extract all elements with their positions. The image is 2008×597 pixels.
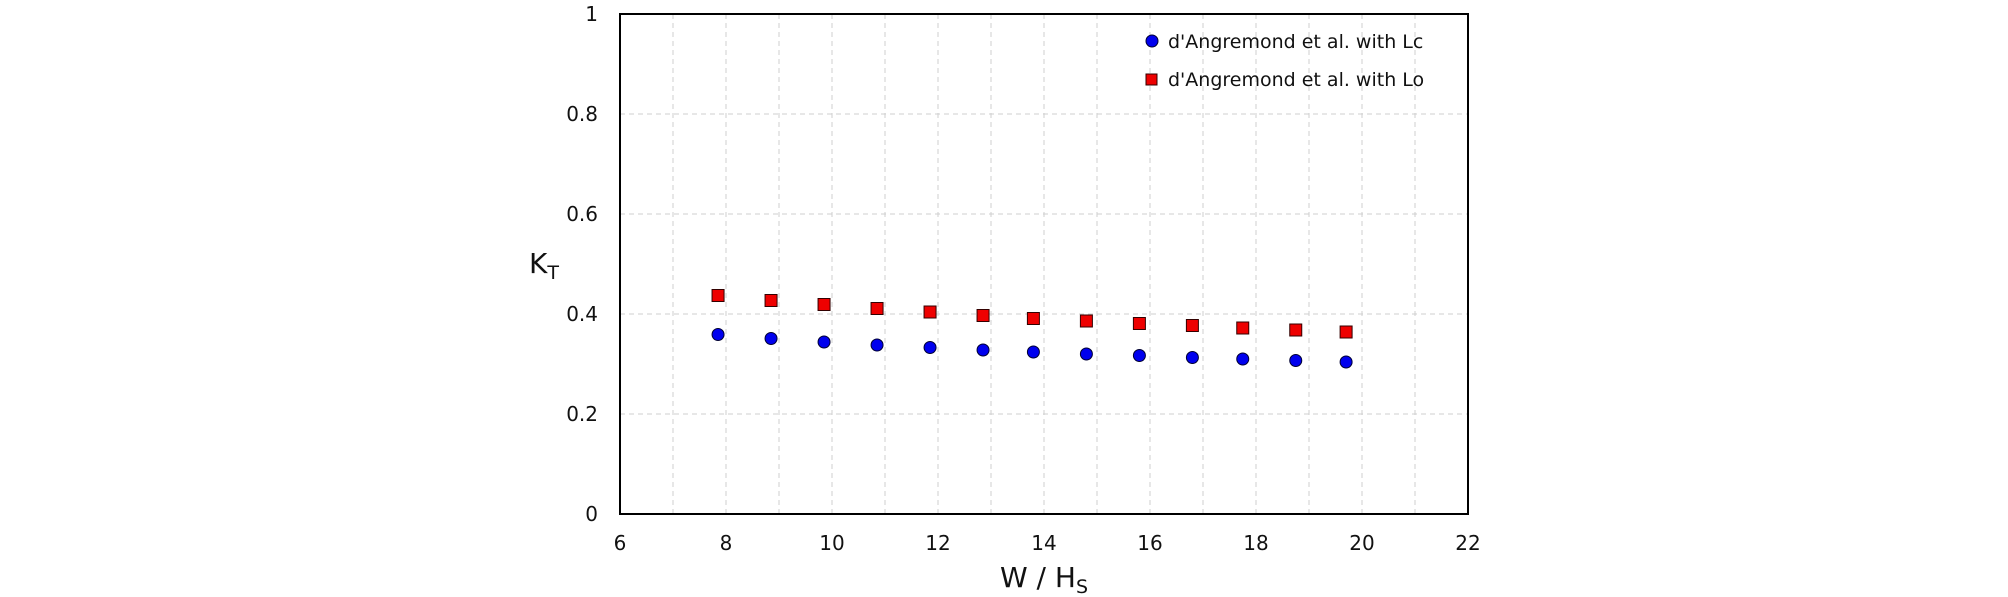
gridlines [620,14,1468,514]
x-tick-label: 8 [720,531,733,555]
data-series [711,289,1353,369]
y-tick-label: 0.4 [566,302,598,326]
x-axis-label-main: W / H [1000,561,1076,594]
y-axis-ticks: 0 0.2 0.4 0.6 0.8 1 [566,2,598,526]
data-point-circle [1339,355,1353,369]
x-tick-label: 22 [1455,531,1480,555]
data-point-circle [976,343,990,357]
series-2 [711,289,1353,339]
plot-area-frame [619,13,1469,515]
data-point-square [923,305,937,319]
data-point-square [764,294,778,307]
legend-label-lo: d'Angremond et al. with Lo [1168,69,1424,91]
data-point-square [817,298,831,311]
data-point-square [1236,321,1250,335]
x-axis-ticks: 6 8 10 12 14 16 18 20 22 [614,531,1481,555]
series-1 [711,328,1353,369]
legend-label-lc: d'Angremond et al. with Lc [1168,31,1423,53]
x-tick-label: 20 [1349,531,1374,555]
y-tick-label: 1 [585,2,598,26]
data-point-square [711,289,725,302]
legend-marker-circle [1145,34,1159,48]
y-tick-label: 0 [585,502,598,526]
x-tick-label: 6 [614,531,627,555]
y-tick-label: 0.2 [566,402,598,426]
legend: d'Angremond et al. with Lc d'Angremond e… [1145,31,1424,91]
x-axis-label: W / HS [1000,561,1088,597]
x-tick-label: 18 [1243,531,1268,555]
data-point-circle [1289,354,1303,367]
data-point-square [1132,317,1146,330]
data-point-circle [764,332,778,345]
data-point-square [1079,314,1093,328]
data-point-circle [1026,345,1040,359]
data-point-circle [870,338,884,352]
data-point-circle [1132,349,1146,362]
data-point-square [870,302,884,315]
data-point-circle [711,328,725,341]
data-point-circle [1185,351,1199,364]
data-point-circle [923,341,937,354]
y-tick-label: 0.6 [566,202,598,226]
x-tick-label: 10 [819,531,844,555]
x-tick-label: 16 [1137,531,1162,555]
data-point-circle [817,335,831,349]
data-point-square [976,309,990,322]
data-point-square [1289,323,1303,337]
x-axis-label-sub: S [1076,576,1088,597]
y-tick-label: 0.8 [566,102,598,126]
x-tick-label: 14 [1031,531,1056,555]
data-point-square [1339,325,1353,339]
data-point-square [1026,312,1040,325]
legend-marker-square [1145,73,1158,86]
x-tick-label: 12 [925,531,950,555]
data-point-circle [1236,352,1250,366]
y-axis-label-sub: T [546,262,559,284]
y-axis-label-main: K [529,247,548,280]
y-axis-label: KT [529,247,559,284]
data-point-square [1185,319,1199,332]
data-point-circle [1079,347,1093,361]
